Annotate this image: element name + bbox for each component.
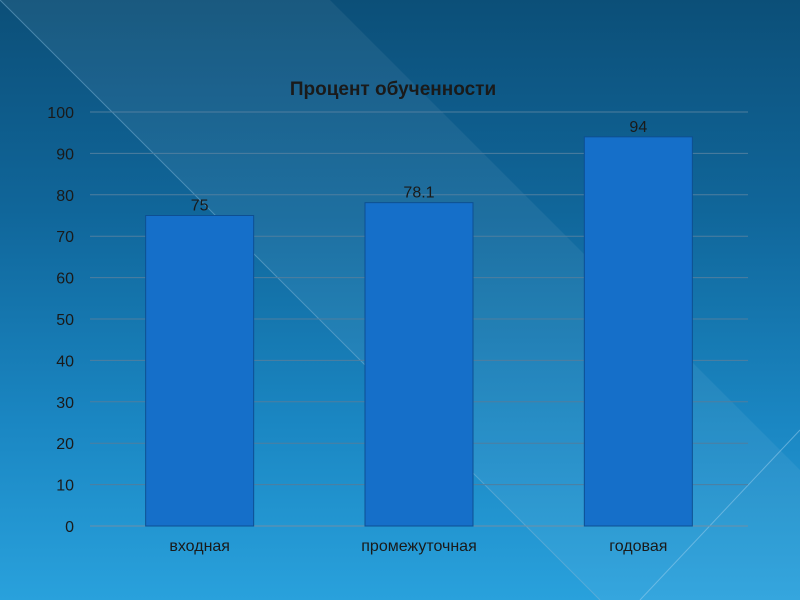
y-tick-label: 100 bbox=[47, 105, 74, 122]
chart-title: Процент обученности bbox=[290, 79, 496, 100]
y-tick-label: 40 bbox=[56, 353, 74, 370]
background-corner-line bbox=[639, 429, 800, 600]
x-category-label: входная bbox=[169, 538, 230, 555]
y-tick-label: 90 bbox=[56, 146, 74, 163]
y-tick-label: 20 bbox=[56, 436, 74, 453]
bar-value-label: 75 bbox=[191, 198, 209, 215]
y-axis: 0 10 20 30 40 50 60 70 80 90 100 bbox=[47, 105, 74, 536]
bar bbox=[145, 215, 255, 527]
data-labels: 75 78.1 94 bbox=[191, 119, 648, 215]
y-tick-label: 0 bbox=[65, 519, 74, 536]
bar-value-label: 94 bbox=[629, 119, 647, 136]
bar bbox=[583, 136, 693, 527]
y-tick-label: 70 bbox=[56, 229, 74, 246]
background-diagonal-line bbox=[0, 0, 601, 600]
y-tick-label: 50 bbox=[56, 312, 74, 329]
bars bbox=[145, 136, 693, 527]
x-category-label: годовая bbox=[609, 538, 667, 555]
x-axis: входная промежуточная годовая bbox=[169, 538, 667, 555]
y-tick-label: 80 bbox=[56, 188, 74, 205]
y-tick-label: 60 bbox=[56, 271, 74, 288]
x-category-label: промежуточная bbox=[361, 538, 477, 555]
bar-value-label: 78.1 bbox=[403, 185, 434, 202]
y-tick-label: 10 bbox=[56, 478, 74, 495]
y-tick-label: 30 bbox=[56, 395, 74, 412]
bar bbox=[364, 202, 474, 527]
